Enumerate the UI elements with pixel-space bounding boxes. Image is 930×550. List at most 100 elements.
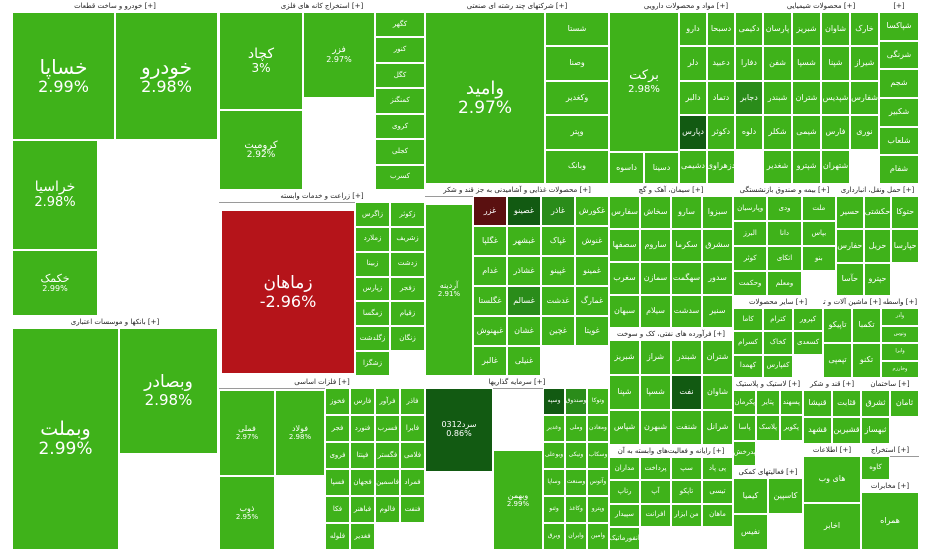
treemap-cell[interactable]: دکیمی <box>735 12 763 47</box>
treemap-cell[interactable]: شاوان <box>821 12 850 47</box>
treemap-cell[interactable]: انفورماتیک <box>609 526 640 550</box>
treemap-cell[interactable]: کپرور <box>793 308 823 332</box>
treemap-cell[interactable]: غدشت <box>541 286 575 316</box>
treemap-cell[interactable]: غنیلی <box>507 346 541 376</box>
treemap-cell[interactable]: سصفها <box>609 229 640 262</box>
treemap-cell[interactable]: شاوان <box>702 375 733 410</box>
treemap-cell[interactable]: کگل <box>375 62 425 89</box>
treemap-cell[interactable]: وبصادر 2.98% <box>119 328 218 454</box>
treemap-cell[interactable]: دزهراوی <box>707 149 735 184</box>
treemap-cell[interactable]: تکمبا <box>852 308 881 343</box>
treemap-cell[interactable]: شلعاب <box>879 126 919 156</box>
treemap-cell[interactable]: نفیس <box>733 514 768 550</box>
treemap-cell[interactable]: شرانل <box>702 410 733 445</box>
treemap-cell[interactable]: شکبیر <box>879 98 919 127</box>
treemap-cell[interactable]: کسرب <box>375 164 425 190</box>
treemap-cell[interactable]: زماهان -2.96% <box>221 210 355 374</box>
treemap-cell[interactable]: قشیرین <box>832 417 861 444</box>
treemap-cell[interactable]: شفارس <box>850 80 879 116</box>
treemap-cell[interactable]: شبندر <box>671 340 702 375</box>
treemap-cell[interactable]: سارو <box>671 196 702 229</box>
treemap-cell[interactable]: شجم <box>879 69 919 98</box>
treemap-cell[interactable]: وپتر <box>545 115 609 150</box>
treemap-cell[interactable]: کمنگنز <box>375 88 425 114</box>
treemap-cell[interactable]: حفارس <box>836 229 864 263</box>
treemap-cell[interactable]: دسبحا <box>707 12 735 47</box>
treemap-cell[interactable]: وامین <box>587 523 609 550</box>
treemap-cell[interactable]: غزر <box>473 196 507 226</box>
treemap-cell[interactable]: وبوعلی <box>543 442 565 469</box>
treemap-cell[interactable]: وثنو <box>543 496 565 523</box>
treemap-cell[interactable]: فغدیر <box>350 523 375 550</box>
treemap-cell[interactable]: شیمی <box>792 115 821 150</box>
treemap-cell[interactable]: قثابت <box>832 390 861 417</box>
treemap-cell[interactable]: مداران <box>609 457 640 481</box>
treemap-cell[interactable]: سفارس <box>609 196 640 229</box>
treemap-cell[interactable]: فگستر <box>375 442 400 469</box>
treemap-cell[interactable]: شپنا <box>821 46 850 81</box>
treemap-cell[interactable]: پلاسک <box>756 415 780 441</box>
treemap-cell[interactable]: بنو <box>801 246 836 271</box>
treemap-cell[interactable]: شتران <box>702 340 733 375</box>
treemap-cell[interactable]: شسپا <box>792 46 821 81</box>
treemap-cell[interactable]: پی پاد <box>702 457 733 481</box>
treemap-cell[interactable]: پارسان <box>763 12 792 47</box>
treemap-cell[interactable]: کوثر <box>733 246 768 271</box>
treemap-cell[interactable]: حکشتی <box>863 196 892 230</box>
treemap-cell[interactable]: قنیشا <box>803 390 832 417</box>
treemap-cell[interactable]: سپ <box>671 457 702 481</box>
treemap-cell[interactable]: کسرام <box>733 331 763 355</box>
treemap-cell[interactable]: کرومیت 2.92% <box>219 110 303 190</box>
treemap-cell[interactable]: ودی <box>767 196 802 221</box>
treemap-cell[interactable]: تیسی <box>702 480 733 504</box>
treemap-cell[interactable]: وپترو <box>587 496 609 523</box>
treemap-cell[interactable]: وامید 2.97% <box>425 12 545 184</box>
treemap-cell[interactable]: پکرمان <box>733 390 757 416</box>
treemap-cell[interactable]: من ابزار <box>671 503 702 527</box>
treemap-cell[interactable]: فلوله <box>325 523 350 550</box>
treemap-cell[interactable]: پکویر <box>779 415 803 441</box>
treemap-cell[interactable]: وپارسیان <box>733 196 768 221</box>
treemap-cell[interactable]: دسینا <box>644 152 679 184</box>
treemap-cell[interactable]: زاگرس <box>355 202 390 227</box>
treemap-cell[interactable]: وکغدیر <box>545 80 609 116</box>
treemap-cell[interactable]: کاوه <box>861 456 890 480</box>
treemap-cell[interactable]: حریل <box>863 229 892 263</box>
treemap-cell[interactable]: غپینو <box>541 256 575 286</box>
treemap-cell[interactable]: فسرب <box>375 415 400 442</box>
treemap-cell[interactable]: فمراد <box>400 469 425 496</box>
treemap-cell[interactable]: کجلی <box>375 139 425 165</box>
treemap-cell[interactable]: فخوز <box>325 388 350 415</box>
treemap-cell[interactable]: وکاغذ <box>565 496 587 523</box>
treemap-cell[interactable]: سکرما <box>671 229 702 262</box>
treemap-cell[interactable]: زمگسا <box>355 301 390 327</box>
treemap-cell[interactable]: دارو <box>679 12 707 47</box>
treemap-cell[interactable]: نوری <box>850 115 879 150</box>
treemap-cell[interactable]: سنیر <box>702 295 733 328</box>
treemap-cell[interactable]: سغرب <box>609 262 640 295</box>
treemap-cell[interactable]: سخاش <box>640 196 671 229</box>
treemap-cell[interactable]: وملی <box>565 415 587 442</box>
treemap-cell[interactable]: سرد0312 0.86% <box>425 388 493 472</box>
treemap-cell[interactable]: شتران <box>792 80 821 116</box>
treemap-cell[interactable]: فارس <box>821 115 850 150</box>
sector-title[interactable]: [+] سرمایه گذاریها <box>425 376 609 389</box>
treemap-cell[interactable]: غبهنوش <box>473 316 507 346</box>
treemap-cell[interactable]: فروی <box>325 442 350 469</box>
treemap-cell[interactable]: دپارس <box>679 115 707 150</box>
treemap-cell[interactable]: کاسپین <box>768 478 803 514</box>
treemap-cell[interactable]: پاسا <box>733 415 757 441</box>
treemap-cell[interactable]: فاذر <box>400 388 425 415</box>
treemap-cell[interactable]: کروی <box>375 113 425 140</box>
treemap-cell[interactable]: سدور <box>702 262 733 295</box>
treemap-cell[interactable]: بپاس <box>801 221 836 246</box>
treemap-cell[interactable]: شپاکسا <box>879 12 919 41</box>
treemap-cell[interactable]: دشیمی <box>679 149 707 184</box>
treemap-cell[interactable]: شبندر <box>763 80 792 116</box>
treemap-cell[interactable]: زقیام <box>390 301 425 327</box>
treemap-cell[interactable]: ذوب 2.95% <box>219 476 275 550</box>
treemap-cell[interactable]: شپدیس <box>821 80 850 116</box>
treemap-cell[interactable]: سدشت <box>671 295 702 328</box>
treemap-cell[interactable]: وآتوس <box>587 469 609 496</box>
treemap-cell[interactable]: وبانک <box>545 149 609 184</box>
